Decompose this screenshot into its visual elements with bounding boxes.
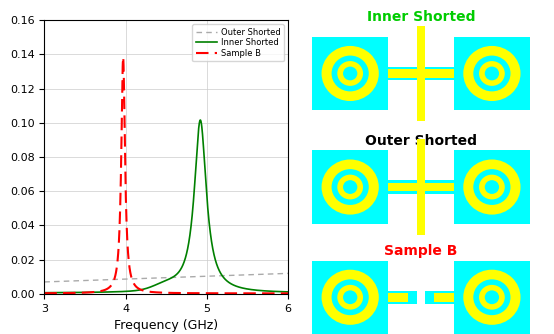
Ellipse shape bbox=[479, 285, 505, 310]
Ellipse shape bbox=[337, 175, 363, 199]
Inner Shorted bbox=[83, 290, 90, 294]
Inner Shorted bbox=[254, 288, 260, 292]
Outer Shorted bbox=[254, 273, 260, 277]
Ellipse shape bbox=[321, 46, 379, 101]
Ellipse shape bbox=[463, 159, 521, 215]
Inner Shorted bbox=[280, 290, 286, 294]
Bar bbox=[417, 26, 425, 121]
Ellipse shape bbox=[337, 285, 363, 310]
Ellipse shape bbox=[343, 66, 357, 80]
Outer Shorted bbox=[285, 271, 291, 275]
Ellipse shape bbox=[321, 159, 379, 215]
Sample B bbox=[120, 55, 126, 59]
Text: Inner Shorted: Inner Shorted bbox=[367, 10, 475, 24]
Sample B bbox=[280, 291, 286, 295]
Sample B bbox=[145, 290, 152, 294]
Line: Inner Shorted: Inner Shorted bbox=[44, 120, 288, 293]
Text: Sample B: Sample B bbox=[384, 244, 458, 258]
Ellipse shape bbox=[473, 169, 510, 205]
Ellipse shape bbox=[332, 55, 369, 92]
Inner Shorted bbox=[69, 291, 75, 295]
Outer Shorted bbox=[83, 279, 90, 283]
Bar bbox=[454, 37, 530, 110]
Bar bbox=[388, 67, 454, 80]
Text: Outer Shorted: Outer Shorted bbox=[365, 134, 477, 148]
Bar bbox=[454, 261, 530, 334]
Sample B bbox=[41, 291, 48, 295]
Sample B bbox=[285, 291, 291, 295]
Sample B bbox=[254, 291, 260, 295]
Ellipse shape bbox=[485, 180, 499, 194]
Bar bbox=[417, 139, 425, 235]
Bar bbox=[425, 291, 454, 304]
Legend: Outer Shorted, Inner Shorted, Sample B: Outer Shorted, Inner Shorted, Sample B bbox=[192, 24, 284, 61]
Inner Shorted bbox=[285, 290, 291, 294]
Bar bbox=[388, 291, 417, 304]
Ellipse shape bbox=[321, 270, 379, 325]
Ellipse shape bbox=[332, 279, 369, 315]
Inner Shorted bbox=[41, 291, 48, 295]
Sample B bbox=[83, 291, 90, 295]
Bar bbox=[434, 293, 454, 302]
Outer Shorted bbox=[280, 272, 286, 276]
Bar bbox=[388, 293, 408, 302]
Ellipse shape bbox=[473, 279, 510, 315]
Sample B bbox=[135, 286, 141, 290]
Bar bbox=[454, 150, 530, 224]
Bar bbox=[312, 261, 388, 334]
Ellipse shape bbox=[463, 270, 521, 325]
Line: Sample B: Sample B bbox=[44, 57, 288, 293]
Bar bbox=[312, 37, 388, 110]
Ellipse shape bbox=[485, 290, 499, 304]
Outer Shorted bbox=[69, 279, 75, 283]
Ellipse shape bbox=[332, 169, 369, 205]
Ellipse shape bbox=[479, 61, 505, 86]
Ellipse shape bbox=[343, 290, 357, 304]
Bar bbox=[388, 69, 454, 78]
Ellipse shape bbox=[343, 180, 357, 194]
Ellipse shape bbox=[473, 55, 510, 92]
Bar bbox=[388, 180, 454, 194]
Inner Shorted bbox=[145, 286, 152, 290]
Outer Shorted bbox=[135, 277, 141, 281]
Ellipse shape bbox=[337, 61, 363, 86]
Inner Shorted bbox=[135, 288, 141, 292]
Bar bbox=[388, 183, 454, 191]
Line: Outer Shorted: Outer Shorted bbox=[44, 273, 288, 282]
Outer Shorted bbox=[145, 276, 152, 280]
Ellipse shape bbox=[485, 66, 499, 80]
Sample B bbox=[69, 291, 75, 295]
Outer Shorted bbox=[41, 280, 48, 284]
Inner Shorted bbox=[197, 118, 204, 122]
X-axis label: Frequency (GHz): Frequency (GHz) bbox=[114, 319, 218, 332]
Y-axis label: Transmission Linear: Transmission Linear bbox=[0, 95, 4, 219]
Ellipse shape bbox=[479, 175, 505, 199]
Bar bbox=[312, 150, 388, 224]
Ellipse shape bbox=[463, 46, 521, 101]
